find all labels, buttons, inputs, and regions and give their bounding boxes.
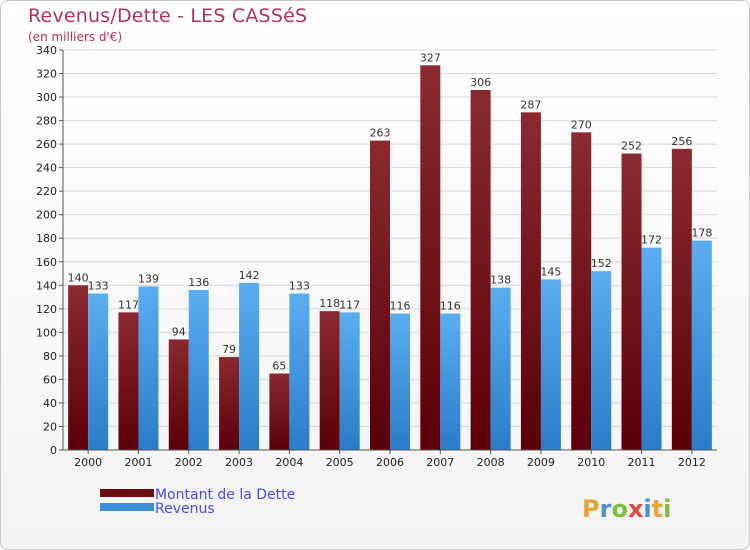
y-tick-label: 0 — [50, 444, 57, 457]
x-axis: 2000 2001 2002 2003 2004 2005 2006 2007 2008 2009… — [63, 449, 717, 469]
x-tick-label: 2012 — [678, 456, 706, 469]
y-tick-label: 200 — [36, 209, 57, 222]
value-label: 133 — [289, 280, 310, 293]
bar-revenus — [188, 290, 209, 450]
value-label: 79 — [222, 343, 236, 356]
bar-dette — [671, 148, 692, 450]
y-tick-label: 20 — [43, 420, 57, 433]
bar-dette — [470, 90, 491, 450]
svg-text:Proxiti: Proxiti — [582, 495, 671, 523]
chart-subtitle: (en milliers d'€) — [28, 30, 123, 44]
value-label: 178 — [691, 227, 712, 240]
bar-dette — [68, 285, 89, 450]
bar-revenus — [691, 240, 712, 450]
value-label: 306 — [470, 76, 491, 89]
bar-revenus — [490, 287, 511, 450]
bar-revenus — [339, 312, 360, 450]
value-label: 94 — [172, 325, 186, 338]
value-label: 252 — [621, 140, 642, 153]
y-tick-label: 340 — [36, 44, 57, 57]
bars — [68, 65, 712, 451]
bar-dette — [520, 112, 541, 451]
value-label: 140 — [68, 271, 89, 284]
x-tick-label: 2009 — [527, 456, 555, 469]
bar-dette — [269, 373, 290, 450]
x-tick-label: 2007 — [426, 456, 454, 469]
x-tick-label: 2002 — [175, 456, 203, 469]
value-label: 116 — [390, 300, 411, 313]
x-tick-label: 2010 — [577, 456, 605, 469]
bar-revenus — [390, 313, 410, 450]
value-label: 118 — [319, 297, 340, 310]
bar-revenus — [138, 286, 159, 450]
value-label: 152 — [591, 257, 612, 270]
bar-revenus — [239, 282, 260, 450]
value-label: 65 — [272, 360, 286, 373]
legend-swatch-revenus — [100, 503, 154, 511]
x-tick-label: 2005 — [326, 456, 354, 469]
bar-revenus — [88, 293, 109, 450]
y-tick-label: 100 — [36, 326, 57, 339]
x-tick-label: 2006 — [376, 456, 404, 469]
value-label: 138 — [490, 274, 511, 287]
value-label: 172 — [641, 234, 662, 247]
proxiti-logo: Proxiti — [582, 495, 671, 523]
bar-dette — [420, 65, 441, 450]
chart-title: Revenus/Dette - LES CASSéS — [28, 5, 308, 27]
y-tick-label: 260 — [36, 138, 57, 151]
value-label: 116 — [440, 300, 461, 313]
bar-dette — [621, 153, 642, 450]
bar-revenus — [591, 271, 612, 450]
y-tick-label: 180 — [36, 232, 57, 245]
y-tick-label: 120 — [36, 303, 57, 316]
y-tick-label: 300 — [36, 91, 57, 104]
value-label: 287 — [520, 98, 541, 111]
y-tick-label: 240 — [36, 162, 57, 175]
x-tick-label: 2000 — [74, 456, 102, 469]
legend: Montant de la Dette Revenus — [100, 487, 295, 517]
y-tick-label: 220 — [36, 185, 57, 198]
y-tick-label: 40 — [43, 397, 57, 410]
value-label: 256 — [671, 135, 692, 148]
bar-dette — [370, 140, 390, 450]
value-label: 270 — [571, 118, 592, 131]
bar-dette — [319, 311, 340, 450]
bar-revenus — [641, 247, 662, 450]
bar-dette — [118, 312, 139, 450]
legend-label-dette: Montant de la Dette — [155, 487, 295, 503]
y-tick-label: 80 — [43, 350, 57, 363]
y-tick-label: 280 — [36, 115, 57, 128]
bar-dette — [571, 132, 592, 450]
value-label: 327 — [420, 51, 441, 64]
bar-dette — [168, 339, 189, 450]
value-label: 139 — [138, 272, 159, 285]
legend-swatch-dette — [100, 489, 154, 497]
legend-label-revenus: Revenus — [155, 501, 215, 517]
value-label: 142 — [239, 269, 260, 282]
x-tick-label: 2011 — [628, 456, 656, 469]
value-label: 117 — [118, 298, 139, 311]
y-tick-label: 140 — [36, 279, 57, 292]
bar-revenus — [440, 313, 461, 450]
value-label: 117 — [339, 298, 360, 311]
y-tick-label: 60 — [43, 373, 57, 386]
bar-revenus — [289, 293, 310, 450]
y-tick-label: 320 — [36, 68, 57, 81]
x-tick-label: 2003 — [225, 456, 253, 469]
value-label: 145 — [540, 265, 561, 278]
value-label: 136 — [188, 276, 209, 289]
x-tick-label: 2004 — [275, 456, 303, 469]
value-label: 263 — [370, 127, 391, 140]
bar-dette — [219, 357, 240, 450]
value-label: 133 — [88, 280, 109, 293]
x-tick-label: 2008 — [477, 456, 505, 469]
y-tick-label: 160 — [36, 256, 57, 269]
x-tick-label: 2001 — [124, 456, 152, 469]
y-axis: 0 20 40 60 80 100 120 140 160 180 200 220 240 260 280 3… — [36, 44, 64, 457]
bar-revenus — [540, 279, 561, 450]
